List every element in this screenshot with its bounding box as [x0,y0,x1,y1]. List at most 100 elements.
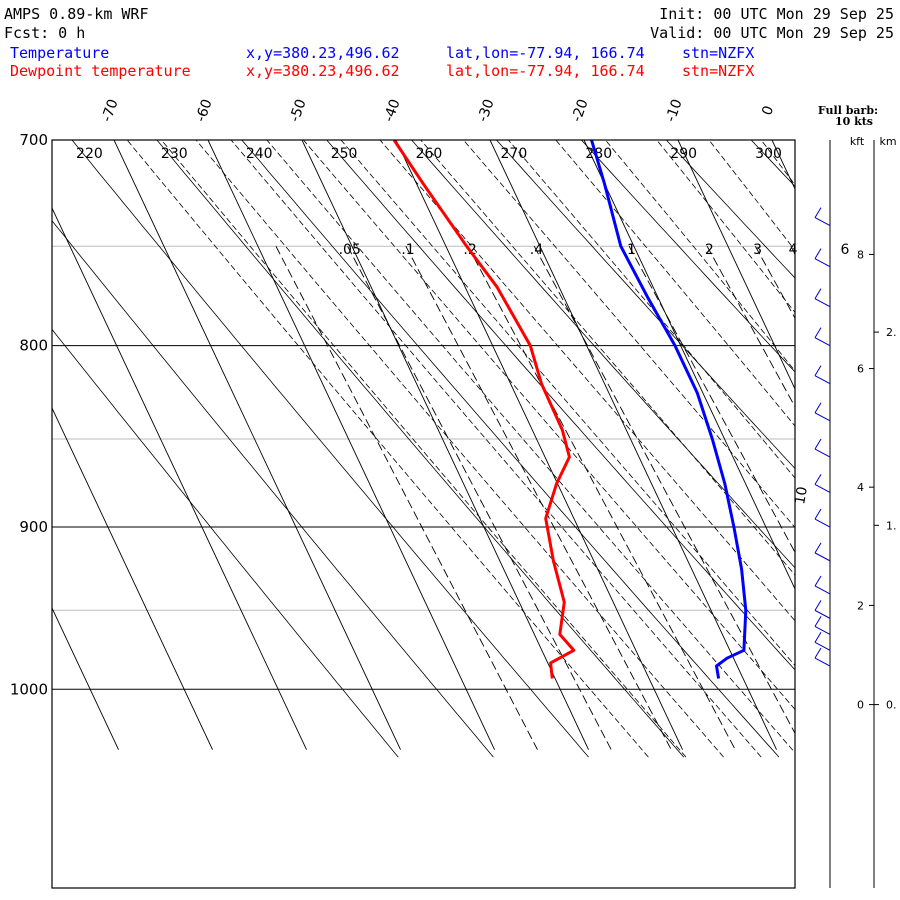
dry-adiabat [326,140,795,671]
mixing-ratio-line [467,246,736,750]
dry-adiabat [71,140,589,758]
theta-label: 280 [585,146,612,162]
dry-adiabat [665,140,795,279]
barb-staff [814,518,831,528]
moist-adiabat [126,140,649,758]
height-axis-kft-label: kft [850,135,865,148]
barb-flag [814,327,822,338]
dry-adiabat [241,140,780,758]
moist-adiabat [555,140,795,427]
moist-adiabat [847,118,900,757]
legend-temperature-label: Temperature [10,44,109,62]
skewt-grid [0,118,900,758]
wind-barb [814,248,831,268]
theta-label: 290 [670,146,697,162]
dry-adiabat [580,140,795,373]
moist-adiabat [796,118,900,757]
isotherm-line [771,140,795,190]
barb-flag [814,474,822,485]
theta-label: 230 [161,146,188,162]
theta-label: 220 [76,146,103,162]
barb-flag [814,508,822,520]
barb-staff [814,625,831,635]
barb-flag [814,632,822,643]
pressure-label-1000: 1000 [10,680,48,698]
mixing-ratio-line [754,246,795,320]
barb-flag [814,438,822,450]
theta-label: 260 [416,146,443,162]
barb-legend-speed: 10 kts [835,115,873,128]
isotherm-line [583,140,795,590]
temperature-label: -60 [193,97,216,124]
temperature-label: 0 [759,104,777,118]
mixing-ratio-line [706,246,795,408]
moist-adiabat [266,140,795,754]
wind-barb [814,632,831,651]
temperature-label: -10 [663,97,686,124]
dry-adiabat [815,118,900,757]
mixing-ratio-label: 2 [705,242,714,258]
isotherm-line [113,140,401,750]
legend-dewpoint-latlon: lat,lon=-77.94, 166.74 [446,62,645,80]
mixing-ratio-label: .05 [339,242,361,258]
kft-label: 8 [857,248,864,261]
profiles [392,140,748,679]
moist-adiabat [462,140,795,529]
temperature-label: -40 [381,97,404,124]
wind-barb [814,207,831,227]
barb-staff [814,657,831,667]
mixing-ratio-line [275,246,538,750]
height-axis-km-label: km [879,135,896,148]
legend-dewpoint-stn: stn=NZFX [682,62,754,80]
barb-flag [814,402,822,414]
kft-label: 6 [857,363,864,376]
pressure-label-900: 900 [19,518,48,536]
mixing-ratio-label: .4 [530,242,543,258]
pressure-label-800: 800 [19,337,48,355]
theta-label: 250 [331,146,358,162]
barb-flag [814,600,822,611]
legend-temperature-latlon: lat,lon=-77.94, 166.74 [446,44,645,62]
km-label: 0. [886,699,897,712]
kft-label: 0 [857,699,864,712]
wind-barb [814,542,831,562]
moist-adiabat [302,140,795,710]
barb-flag [814,207,822,218]
moist-adiabat [195,140,724,758]
barb-staff [814,585,831,595]
barb-flag [814,575,822,587]
wind-barb [814,288,831,308]
barb-staff [814,609,831,619]
barb-flag [814,647,822,659]
model-title: AMPS 0.89-km WRF [4,5,149,23]
isotherm-line [395,140,683,750]
barb-staff [814,258,831,268]
barb-flag [814,248,822,259]
isotherm-line [301,140,589,750]
pressure-label-700: 700 [19,131,48,149]
barb-flag [814,616,822,627]
dry-adiabat [411,140,795,569]
mixing-ratio-label: 4 [789,242,798,258]
isotherm-line [0,140,25,750]
mixing-ratio-line [843,246,900,749]
dry-adiabat [495,140,795,470]
mixing-ratio-label: .1 [401,242,414,258]
wind-barb [814,508,831,528]
legend-dewpoint-label: Dewpoint temperature [10,62,191,80]
mixing-ratio-line [881,246,900,749]
barb-legend-title: Full barb: [818,104,878,117]
wind-barb [814,575,831,595]
barb-staff [814,448,831,458]
legend-temperature-xy: x,y=380.23,496.62 [246,44,400,62]
wind-barbs: 10 [792,140,831,888]
mixing-ratio-line [533,246,795,735]
barb-annotation: 10 [792,485,811,505]
dewpoint-line [392,140,576,679]
temperature-line [590,140,748,679]
barb-staff [814,641,831,651]
mixing-ratio-line [405,246,672,750]
isotherm-line [866,140,900,750]
isotherm-line [52,407,213,750]
